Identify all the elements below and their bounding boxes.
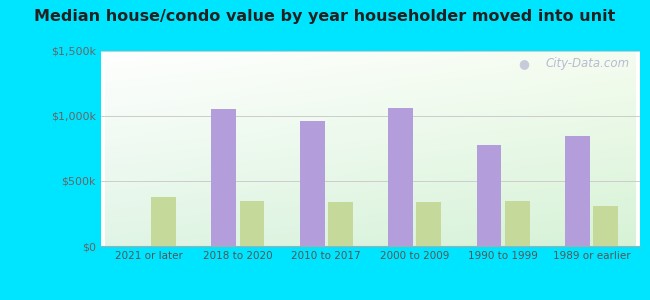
Bar — [388, 108, 413, 246]
Bar — [211, 110, 236, 246]
Bar — [505, 201, 530, 246]
Bar — [476, 145, 501, 246]
Bar — [240, 200, 265, 246]
Text: Median house/condo value by year householder moved into unit: Median house/condo value by year househo… — [34, 9, 616, 24]
Bar — [328, 202, 353, 246]
Bar — [300, 121, 324, 246]
Bar — [593, 206, 618, 246]
Bar — [565, 136, 590, 246]
Text: City-Data.com: City-Data.com — [545, 57, 629, 70]
Bar — [417, 202, 441, 246]
Text: ●: ● — [519, 57, 530, 70]
Bar — [151, 197, 176, 246]
